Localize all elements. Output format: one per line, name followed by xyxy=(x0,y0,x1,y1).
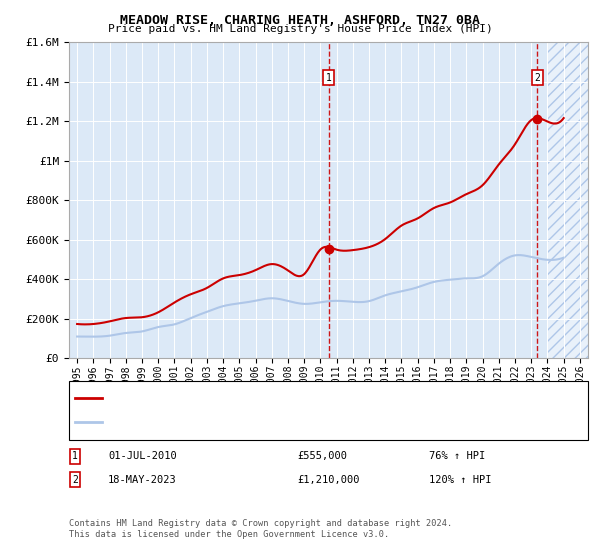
Text: 18-MAY-2023: 18-MAY-2023 xyxy=(108,475,177,485)
Text: MEADOW RISE, CHARING HEATH, ASHFORD, TN27 0BA (detached house): MEADOW RISE, CHARING HEATH, ASHFORD, TN2… xyxy=(108,394,472,403)
Text: 2: 2 xyxy=(72,475,78,485)
Text: 2: 2 xyxy=(535,73,541,82)
Bar xyxy=(547,42,588,358)
Text: Contains HM Land Registry data © Crown copyright and database right 2024.
This d: Contains HM Land Registry data © Crown c… xyxy=(69,520,452,539)
Text: 01-JUL-2010: 01-JUL-2010 xyxy=(108,451,177,461)
Text: 76% ↑ HPI: 76% ↑ HPI xyxy=(429,451,485,461)
Text: Price paid vs. HM Land Registry's House Price Index (HPI): Price paid vs. HM Land Registry's House … xyxy=(107,24,493,34)
Text: MEADOW RISE, CHARING HEATH, ASHFORD, TN27 0BA: MEADOW RISE, CHARING HEATH, ASHFORD, TN2… xyxy=(120,14,480,27)
Text: £555,000: £555,000 xyxy=(297,451,347,461)
Text: 1: 1 xyxy=(72,451,78,461)
Text: HPI: Average price, detached house, Ashford: HPI: Average price, detached house, Ashf… xyxy=(108,417,361,427)
Text: 120% ↑ HPI: 120% ↑ HPI xyxy=(429,475,491,485)
Bar xyxy=(547,42,588,358)
Text: 1: 1 xyxy=(326,73,331,82)
Text: £1,210,000: £1,210,000 xyxy=(297,475,359,485)
